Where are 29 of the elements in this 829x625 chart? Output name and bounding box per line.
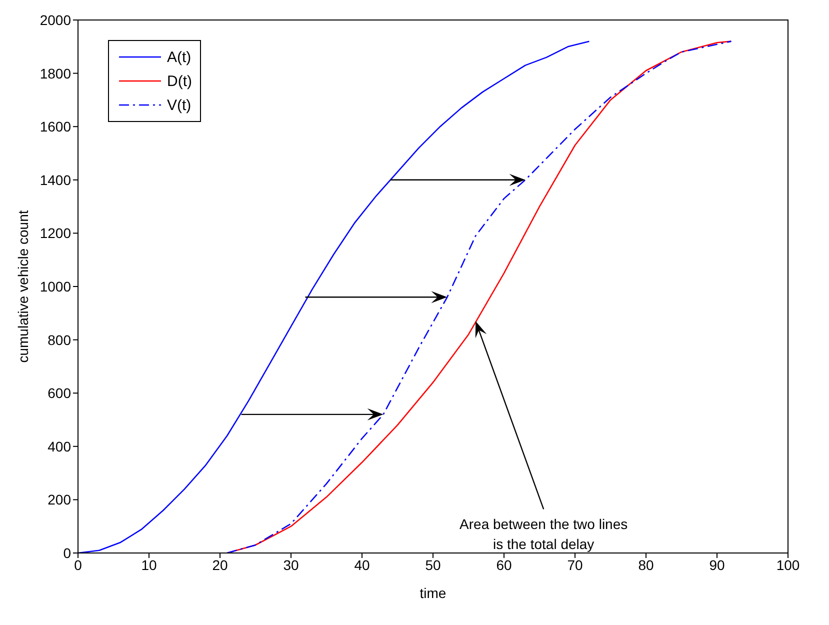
y-tick-label: 1600 [40,118,72,135]
legend-label: V(t) [167,96,192,114]
x-tick-label: 60 [496,556,512,573]
x-tick-label: 90 [709,556,725,573]
x-tick-label: 10 [141,556,157,573]
y-tick-label: 1800 [40,65,72,82]
y-tick-label: 1000 [40,278,72,294]
x-tick-label: 20 [212,556,228,573]
x-tick-label: 0 [74,556,82,573]
legend-label: A(t) [167,48,192,66]
x-tick-label: 30 [283,556,299,573]
y-tick-label: 400 [48,438,72,454]
y-tick-label: 600 [48,385,72,402]
legend-label: D(t) [167,72,192,90]
y-tick-label: 800 [48,332,72,348]
x-tick-label: 40 [354,556,370,573]
y-axis-title: cumulative vehicle count [14,210,31,363]
x-tick-label: 70 [567,556,583,573]
y-tick-label: 0 [63,544,72,561]
x-tick-label: 100 [776,556,800,573]
x-axis-title: time [420,585,446,601]
line-series [226,40,732,553]
x-tick-label: 80 [638,556,654,573]
y-tick-label: 1200 [40,225,72,242]
annotation: Area between the two lines is the total delay [460,516,628,552]
y-tick-label: 200 [48,492,72,508]
y-tick-label: 2000 [40,12,72,28]
x-tick-label: 50 [425,556,441,573]
y-tick-label: 1400 [40,172,72,188]
